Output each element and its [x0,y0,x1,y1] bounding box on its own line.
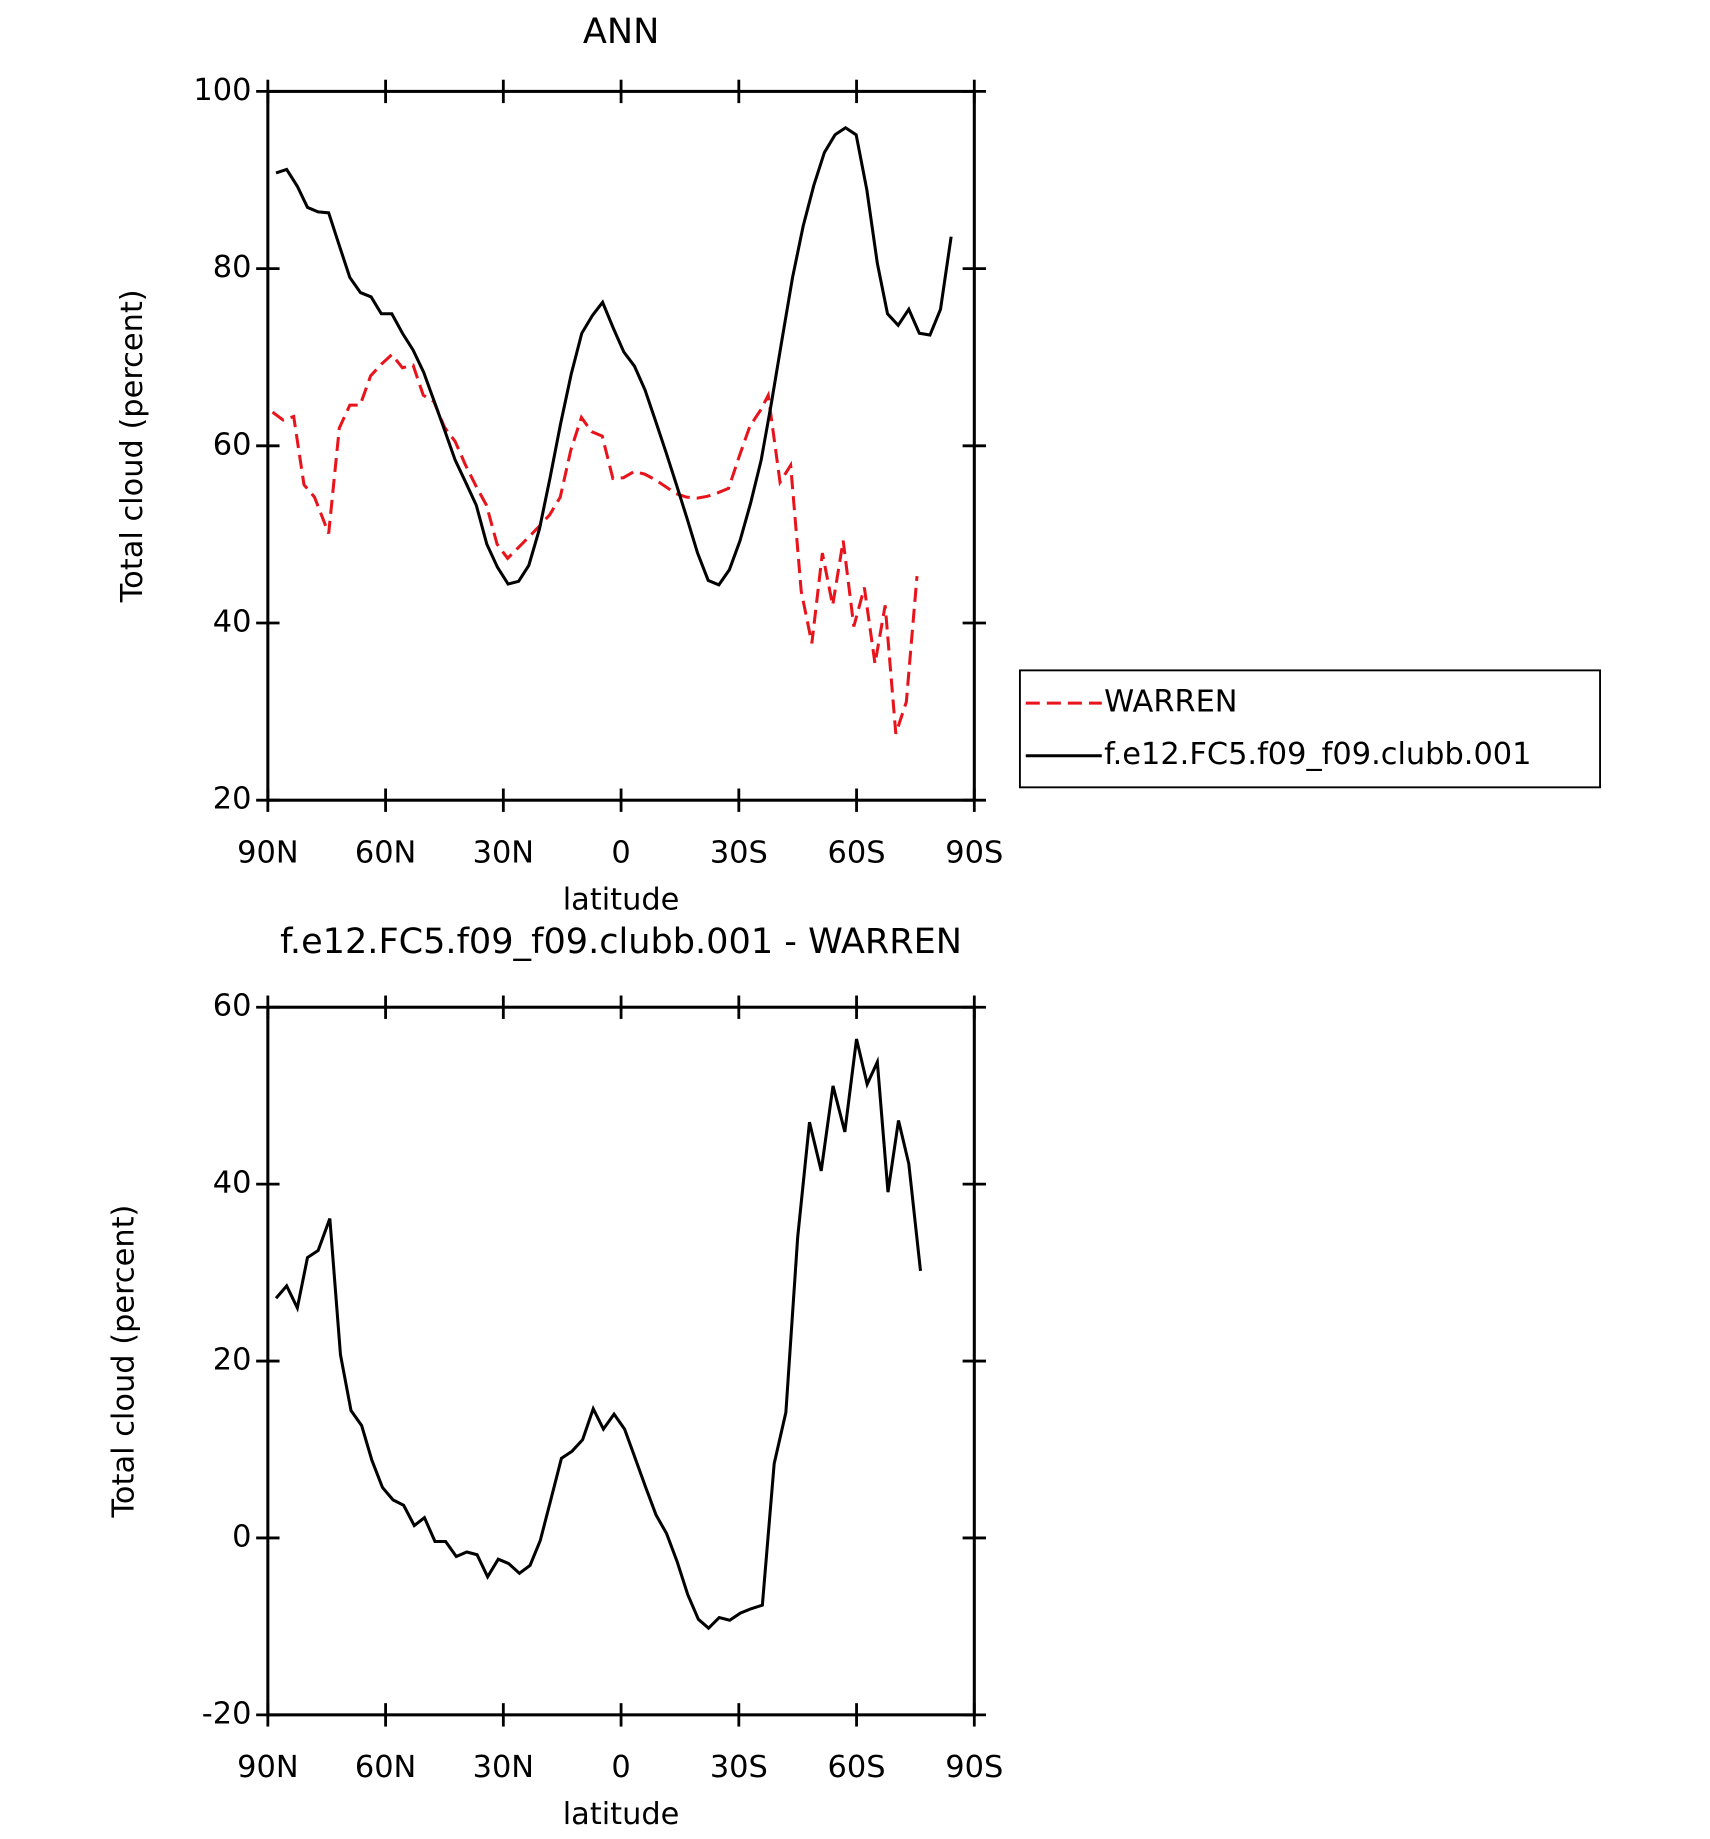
chart-title: ANN [583,11,659,52]
plot-frame [266,1005,976,1717]
x-tick-label: 90N [237,1750,298,1785]
x-tick-label: 60S [828,836,886,871]
x-tick-label: 90S [945,1750,1003,1785]
legend-label: f.e12.FC5.f09_f09.clubb.001 [1104,737,1531,772]
x-tick-label: 0 [611,836,630,871]
y-tick-label: 20 [213,1343,252,1378]
x-tick-label: 30S [710,836,768,871]
x-tick-label: 0 [611,1750,630,1785]
series-line [271,352,919,735]
series-line [275,125,953,587]
y-tick-label: 40 [213,1166,252,1201]
y-tick-label: 100 [193,73,251,108]
y-tick-label: 60 [213,989,252,1024]
x-tick-label: 60N [355,836,416,871]
series-line [274,1038,923,1631]
x-axis-label: latitude [563,882,680,917]
x-axis-label: latitude [563,1797,680,1832]
x-tick-label: 30S [710,1750,768,1785]
x-tick-label: 90N [237,836,298,871]
y-tick-label: 0 [232,1519,251,1554]
x-tick-label: 60S [828,1750,886,1785]
x-tick-label: 90S [945,836,1003,871]
legend-label: WARREN [1104,685,1237,720]
chart-title: f.e12.FC5.f09_f09.clubb.001 - WARREN [280,921,962,962]
legend-box [1018,669,1601,789]
x-tick-label: 30N [473,1750,534,1785]
x-tick-label: 60N [355,1750,416,1785]
y-tick-label: 80 [213,250,252,285]
y-axis-label: Total cloud (percent) [115,289,150,603]
y-tick-label: 40 [213,604,252,639]
y-tick-label: 60 [213,427,252,462]
y-tick-label: -20 [202,1696,252,1731]
y-tick-label: 20 [213,782,252,817]
y-axis-label: Total cloud (percent) [107,1205,142,1519]
x-tick-label: 30N [473,836,534,871]
